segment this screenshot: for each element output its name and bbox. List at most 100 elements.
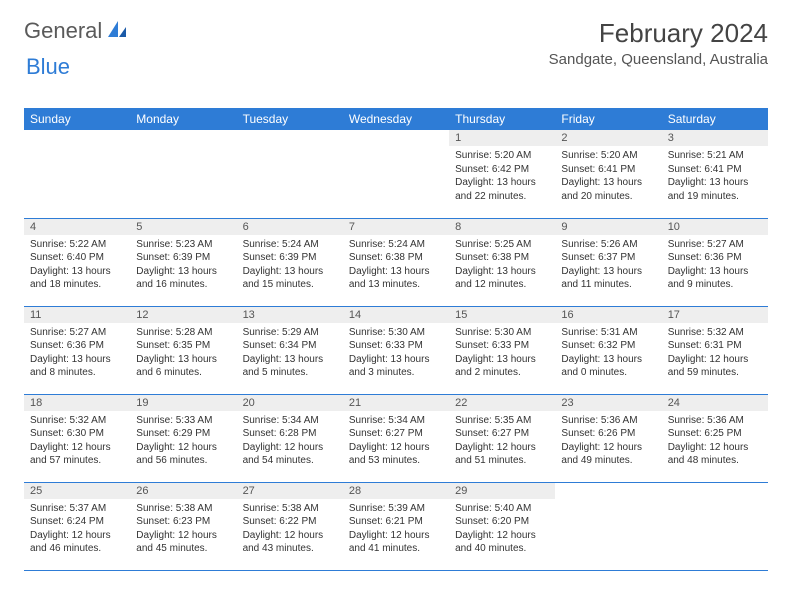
calendar-empty-cell	[130, 130, 236, 218]
day-detail-line: Daylight: 12 hours	[136, 529, 230, 543]
day-detail-line: Daylight: 12 hours	[243, 441, 337, 455]
day-detail-line: Sunrise: 5:34 AM	[243, 414, 337, 428]
day-detail-line: Sunrise: 5:31 AM	[561, 326, 655, 340]
day-number: 14	[343, 307, 449, 323]
day-detail-line: Daylight: 12 hours	[243, 529, 337, 543]
calendar-day-cell: 29Sunrise: 5:40 AMSunset: 6:20 PMDayligh…	[449, 482, 555, 570]
day-detail-line: Daylight: 13 hours	[455, 176, 549, 190]
day-detail-line: and 6 minutes.	[136, 366, 230, 380]
day-detail-line: and 53 minutes.	[349, 454, 443, 468]
day-detail-line: Sunset: 6:27 PM	[349, 427, 443, 441]
day-detail-line: and 15 minutes.	[243, 278, 337, 292]
day-header: Thursday	[449, 108, 555, 130]
day-detail-line: Sunrise: 5:28 AM	[136, 326, 230, 340]
day-detail-line: and 51 minutes.	[455, 454, 549, 468]
day-detail-line: Daylight: 13 hours	[668, 176, 762, 190]
day-number: 10	[662, 219, 768, 235]
day-detail-line: Sunset: 6:22 PM	[243, 515, 337, 529]
day-detail-line: Sunrise: 5:30 AM	[349, 326, 443, 340]
day-detail-line: Daylight: 13 hours	[349, 353, 443, 367]
day-detail-line: Daylight: 13 hours	[349, 265, 443, 279]
calendar-empty-cell	[237, 130, 343, 218]
day-detail-line: Sunrise: 5:24 AM	[243, 238, 337, 252]
day-detail-line: and 13 minutes.	[349, 278, 443, 292]
day-number: 11	[24, 307, 130, 323]
calendar-day-cell: 24Sunrise: 5:36 AMSunset: 6:25 PMDayligh…	[662, 394, 768, 482]
day-detail-line: Sunrise: 5:27 AM	[30, 326, 124, 340]
day-number: 18	[24, 395, 130, 411]
day-number: 12	[130, 307, 236, 323]
day-number: 15	[449, 307, 555, 323]
calendar-body: 1Sunrise: 5:20 AMSunset: 6:42 PMDaylight…	[24, 130, 768, 570]
day-details: Sunrise: 5:35 AMSunset: 6:27 PMDaylight:…	[449, 411, 555, 471]
day-detail-line: Sunset: 6:38 PM	[455, 251, 549, 265]
day-detail-line: Sunrise: 5:32 AM	[30, 414, 124, 428]
day-detail-line: and 48 minutes.	[668, 454, 762, 468]
calendar-day-cell: 21Sunrise: 5:34 AMSunset: 6:27 PMDayligh…	[343, 394, 449, 482]
day-number: 4	[24, 219, 130, 235]
day-detail-line: Sunset: 6:39 PM	[243, 251, 337, 265]
day-detail-line: Daylight: 12 hours	[30, 441, 124, 455]
day-number: 22	[449, 395, 555, 411]
calendar-empty-cell	[662, 482, 768, 570]
day-number: 17	[662, 307, 768, 323]
day-details: Sunrise: 5:34 AMSunset: 6:28 PMDaylight:…	[237, 411, 343, 471]
day-detail-line: Sunrise: 5:26 AM	[561, 238, 655, 252]
day-detail-line: and 49 minutes.	[561, 454, 655, 468]
day-detail-line: Daylight: 13 hours	[136, 353, 230, 367]
day-details: Sunrise: 5:29 AMSunset: 6:34 PMDaylight:…	[237, 323, 343, 383]
calendar-day-cell: 15Sunrise: 5:30 AMSunset: 6:33 PMDayligh…	[449, 306, 555, 394]
calendar-day-cell: 10Sunrise: 5:27 AMSunset: 6:36 PMDayligh…	[662, 218, 768, 306]
day-details: Sunrise: 5:36 AMSunset: 6:26 PMDaylight:…	[555, 411, 661, 471]
day-number: 8	[449, 219, 555, 235]
day-detail-line: and 43 minutes.	[243, 542, 337, 556]
day-detail-line: Sunset: 6:40 PM	[30, 251, 124, 265]
day-details: Sunrise: 5:33 AMSunset: 6:29 PMDaylight:…	[130, 411, 236, 471]
day-detail-line: and 46 minutes.	[30, 542, 124, 556]
day-detail-line: and 12 minutes.	[455, 278, 549, 292]
logo-word1: General	[24, 18, 102, 44]
day-details: Sunrise: 5:31 AMSunset: 6:32 PMDaylight:…	[555, 323, 661, 383]
day-number: 9	[555, 219, 661, 235]
day-detail-line: Sunrise: 5:37 AM	[30, 502, 124, 516]
day-number: 28	[343, 483, 449, 499]
day-detail-line: and 2 minutes.	[455, 366, 549, 380]
day-detail-line: Daylight: 13 hours	[668, 265, 762, 279]
calendar-day-cell: 27Sunrise: 5:38 AMSunset: 6:22 PMDayligh…	[237, 482, 343, 570]
day-detail-line: Sunrise: 5:20 AM	[561, 149, 655, 163]
calendar-day-cell: 18Sunrise: 5:32 AMSunset: 6:30 PMDayligh…	[24, 394, 130, 482]
calendar-day-cell: 28Sunrise: 5:39 AMSunset: 6:21 PMDayligh…	[343, 482, 449, 570]
day-detail-line: Sunset: 6:38 PM	[349, 251, 443, 265]
day-detail-line: and 3 minutes.	[349, 366, 443, 380]
day-details: Sunrise: 5:38 AMSunset: 6:23 PMDaylight:…	[130, 499, 236, 559]
day-detail-line: Sunset: 6:27 PM	[455, 427, 549, 441]
day-number: 2	[555, 130, 661, 146]
calendar-table: SundayMondayTuesdayWednesdayThursdayFrid…	[24, 108, 768, 571]
day-detail-line: Sunset: 6:33 PM	[455, 339, 549, 353]
day-detail-line: Daylight: 13 hours	[455, 265, 549, 279]
calendar-empty-cell	[343, 130, 449, 218]
calendar-day-cell: 2Sunrise: 5:20 AMSunset: 6:41 PMDaylight…	[555, 130, 661, 218]
day-detail-line: and 40 minutes.	[455, 542, 549, 556]
calendar-week-row: 18Sunrise: 5:32 AMSunset: 6:30 PMDayligh…	[24, 394, 768, 482]
calendar-empty-cell	[555, 482, 661, 570]
calendar-day-cell: 5Sunrise: 5:23 AMSunset: 6:39 PMDaylight…	[130, 218, 236, 306]
day-detail-line: Sunrise: 5:20 AM	[455, 149, 549, 163]
day-header: Monday	[130, 108, 236, 130]
calendar-week-row: 25Sunrise: 5:37 AMSunset: 6:24 PMDayligh…	[24, 482, 768, 570]
day-details: Sunrise: 5:32 AMSunset: 6:30 PMDaylight:…	[24, 411, 130, 471]
day-detail-line: Daylight: 13 hours	[455, 353, 549, 367]
day-detail-line: Sunrise: 5:38 AM	[136, 502, 230, 516]
day-detail-line: Daylight: 13 hours	[136, 265, 230, 279]
day-detail-line: Daylight: 12 hours	[349, 441, 443, 455]
day-detail-line: Sunrise: 5:40 AM	[455, 502, 549, 516]
day-detail-line: and 22 minutes.	[455, 190, 549, 204]
day-detail-line: Sunset: 6:20 PM	[455, 515, 549, 529]
day-detail-line: Sunset: 6:23 PM	[136, 515, 230, 529]
day-number: 19	[130, 395, 236, 411]
day-number: 16	[555, 307, 661, 323]
day-details: Sunrise: 5:37 AMSunset: 6:24 PMDaylight:…	[24, 499, 130, 559]
day-header: Friday	[555, 108, 661, 130]
day-detail-line: Daylight: 12 hours	[668, 441, 762, 455]
day-number: 25	[24, 483, 130, 499]
